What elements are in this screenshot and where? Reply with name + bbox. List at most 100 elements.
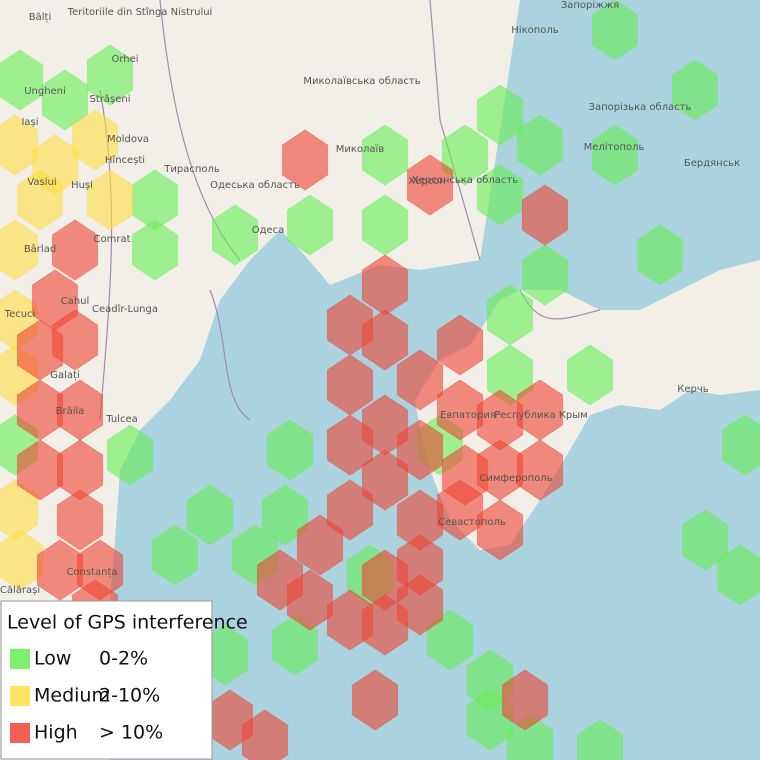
place-label: Миколаїв — [336, 144, 385, 155]
land-north-crimea — [0, 0, 760, 550]
place-label: Strășeni — [90, 94, 131, 105]
hex-cell — [361, 124, 409, 186]
place-label: Запорізька область — [589, 101, 692, 113]
hex-cell — [286, 569, 334, 631]
hex-cell — [51, 309, 99, 371]
hex-cell — [361, 309, 409, 371]
hex-cell — [716, 544, 760, 606]
legend-range: > 10% — [99, 722, 163, 744]
place-label: Ungheni — [24, 86, 66, 97]
hex-cell — [521, 244, 569, 306]
hex-cell — [16, 169, 64, 231]
hex-cell — [71, 109, 119, 171]
hex-cell — [56, 489, 104, 551]
hex-cell — [591, 0, 639, 61]
place-label: Constanța — [66, 567, 117, 578]
hex-cell — [436, 379, 484, 441]
legend: Level of GPS interference Low 0-2% Medium2… — [0, 600, 248, 760]
legend-swatch — [10, 686, 30, 706]
place-label: Херсонська область — [412, 175, 518, 186]
hex-cell — [16, 439, 64, 501]
legend-name: High — [34, 722, 78, 744]
place-label: Hîncești — [105, 154, 145, 166]
place-label: Galați — [50, 370, 79, 381]
hex-cell — [0, 114, 39, 176]
place-label: Moldova — [107, 134, 149, 145]
place-label: Teritoriile din Stînga Nistrului — [67, 6, 213, 18]
place-label: Симферополь — [479, 473, 552, 484]
hex-cell — [86, 44, 134, 106]
hex-cell — [296, 514, 344, 576]
hex-cell — [261, 484, 309, 546]
legend-swatch — [10, 649, 30, 669]
place-label: Севастополь — [438, 517, 506, 528]
place-label: Керчь — [677, 384, 709, 395]
place-label: Călărași — [0, 585, 40, 596]
hex-cell — [636, 224, 684, 286]
hex-cell — [266, 419, 314, 481]
hex-cell — [0, 529, 44, 591]
place-label: Orhei — [111, 54, 138, 65]
hex-cell — [441, 124, 489, 186]
legend-name: Medium — [34, 685, 110, 707]
place-label: Запоріжжя — [561, 0, 619, 11]
hex-cell — [591, 124, 639, 186]
hex-cell — [51, 219, 99, 281]
hex-cell — [326, 414, 374, 476]
hex-cell — [86, 169, 134, 231]
hex-cell — [151, 524, 199, 586]
hex-cell — [521, 184, 569, 246]
hex-cell — [721, 414, 760, 476]
legend-title: Level of GPS interference — [7, 612, 248, 634]
place-labels: Bălți Teritoriile din Stînga Nistrului Orh… — [0, 0, 740, 596]
place-label: Херсон — [408, 176, 446, 187]
hex-cell — [281, 129, 329, 191]
place-label: Huși — [71, 180, 93, 191]
hex-cell — [396, 574, 444, 636]
hex-cell — [41, 69, 89, 131]
place-label: Tecuci — [4, 309, 36, 320]
hex-cell — [476, 164, 524, 226]
hex-cell — [406, 154, 454, 216]
hex-cell — [211, 204, 259, 266]
hex-cell — [0, 219, 39, 281]
hex-cell — [0, 49, 44, 111]
place-label: Iași — [21, 117, 38, 128]
place-label: Vaslui — [27, 177, 56, 188]
place-label: Тирасполь — [163, 164, 220, 175]
hex-cell — [576, 719, 624, 760]
place-label: Ceadîr-Lunga — [92, 303, 158, 315]
place-label: Bârlad — [24, 243, 56, 255]
place-label: Tulcea — [105, 414, 137, 425]
hex-cell — [671, 59, 719, 121]
place-label: Нікополь — [511, 24, 559, 36]
hex-cell — [476, 84, 524, 146]
hex-cell — [436, 479, 484, 541]
borders — [99, 0, 601, 421]
hex-cell — [516, 439, 564, 501]
hex-cell — [396, 419, 444, 481]
hex-cell — [271, 614, 319, 676]
place-label: Brăila — [56, 406, 85, 417]
legend-range: 2-10% — [99, 685, 160, 707]
hex-cell — [436, 314, 484, 376]
hex-cell — [326, 479, 374, 541]
hex-cell — [186, 484, 234, 546]
hex-cell — [396, 349, 444, 411]
hex-cell — [106, 424, 154, 486]
place-label: Comrat — [93, 234, 130, 245]
place-label: Bălți — [29, 12, 51, 23]
place-label: Одеса — [252, 225, 285, 236]
legend-name: Low — [34, 648, 71, 670]
place-label: Миколаївська область — [303, 76, 420, 87]
hex-cell — [241, 709, 289, 760]
hex-cell — [351, 669, 399, 731]
hex-cell — [286, 194, 334, 256]
hex-cell — [566, 344, 614, 406]
place-label: Одеська область — [210, 180, 300, 191]
place-label: Мелітополь — [584, 141, 645, 153]
hex-cell — [516, 114, 564, 176]
